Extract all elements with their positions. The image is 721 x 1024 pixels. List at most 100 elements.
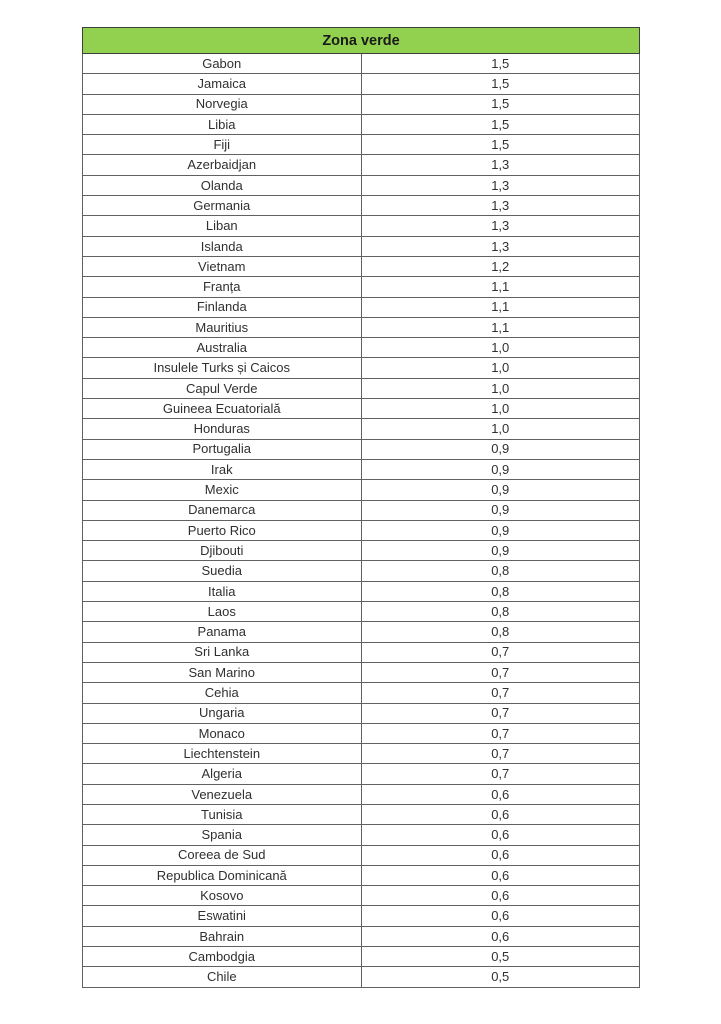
table-row: Guineea Ecuatorială 1,0	[82, 398, 640, 420]
table-row: Coreea de Sud 0,6	[82, 844, 640, 866]
country-cell: Republica Dominicană	[82, 864, 362, 887]
country-cell: Danemarca	[82, 499, 362, 521]
country-cell: Azerbaidjan	[82, 154, 362, 176]
value-cell: 0,6	[360, 864, 640, 887]
value-cell: 1,0	[360, 377, 640, 400]
country-cell: Australia	[82, 337, 362, 359]
value-cell: 0,9	[360, 438, 640, 460]
table-row: Norvegia 1,5	[82, 93, 640, 115]
value-cell: 0,8	[360, 580, 640, 603]
country-cell: Norvegia	[82, 93, 362, 115]
country-cell: Panama	[82, 621, 362, 643]
table-row: Honduras 1,0	[82, 418, 640, 440]
value-cell: 1,3	[360, 195, 640, 217]
value-cell: 0,7	[360, 682, 640, 704]
value-cell: 0,6	[360, 905, 640, 927]
country-cell: Algeria	[82, 763, 362, 785]
value-cell: 1,1	[360, 316, 640, 339]
table-row: Algeria 0,7	[82, 763, 640, 785]
country-cell: Finlanda	[82, 296, 362, 318]
country-cell: Cambodgia	[82, 946, 362, 968]
country-cell: Monaco	[82, 722, 362, 745]
table-row: Sri Lanka 0,7	[82, 641, 640, 663]
value-cell: 0,7	[360, 743, 640, 765]
zona-verde-table: Zona verde Gabon 1,5 Jamaica 1,5 Norvegia 1,5…	[82, 27, 640, 988]
table-row: Islanda 1,3	[82, 235, 640, 257]
table-row: Irak 0,9	[82, 458, 640, 481]
country-cell: Bahrain	[82, 925, 362, 948]
country-cell: Germania	[82, 195, 362, 217]
table-row: Tunisia 0,6	[82, 803, 640, 826]
country-cell: Kosovo	[82, 885, 362, 907]
value-cell: 1,1	[360, 296, 640, 318]
table-row: Libia 1,5	[82, 113, 640, 136]
value-cell: 0,7	[360, 641, 640, 663]
table-row: Gabon 1,5	[82, 52, 640, 75]
value-cell: 1,0	[360, 357, 640, 379]
table-row: Eswatini 0,6	[82, 905, 640, 927]
table-row: Insulele Turks și Caicos 1,0	[82, 357, 640, 379]
table-row: Liechtenstein 0,7	[82, 743, 640, 765]
country-cell: Vietnam	[82, 255, 362, 278]
country-cell: Gabon	[82, 52, 362, 75]
country-cell: San Marino	[82, 661, 362, 684]
country-cell: Liban	[82, 215, 362, 237]
table-row: Monaco 0,7	[82, 722, 640, 745]
value-cell: 1,0	[360, 337, 640, 359]
value-cell: 1,5	[360, 113, 640, 136]
value-cell: 0,7	[360, 661, 640, 684]
table-row: Azerbaidjan 1,3	[82, 154, 640, 176]
country-cell: Libia	[82, 113, 362, 136]
table-row: Laos 0,8	[82, 601, 640, 623]
country-cell: Insulele Turks și Caicos	[82, 357, 362, 379]
country-cell: Capul Verde	[82, 377, 362, 400]
country-cell: Venezuela	[82, 783, 362, 805]
value-cell: 0,9	[360, 540, 640, 562]
country-cell: Sri Lanka	[82, 641, 362, 663]
table-body: Gabon 1,5 Jamaica 1,5 Norvegia 1,5 Libia 1,5 Fij…	[82, 52, 640, 988]
value-cell: 0,5	[360, 946, 640, 968]
value-cell: 1,1	[360, 276, 640, 298]
table-row: Cambodgia 0,5	[82, 946, 640, 968]
country-cell: Italia	[82, 580, 362, 603]
country-cell: Mexic	[82, 479, 362, 501]
table-row: Finlanda 1,1	[82, 296, 640, 318]
table-row: Vietnam 1,2	[82, 255, 640, 278]
table-row: Australia 1,0	[82, 337, 640, 359]
table-row: Franța 1,1	[82, 276, 640, 298]
country-cell: Jamaica	[82, 73, 362, 95]
value-cell: 1,2	[360, 255, 640, 278]
table-row: Suedia 0,8	[82, 560, 640, 582]
value-cell: 0,8	[360, 560, 640, 582]
country-cell: Ungaria	[82, 702, 362, 724]
value-cell: 0,7	[360, 702, 640, 724]
table-row: Fiji 1,5	[82, 134, 640, 156]
value-cell: 1,5	[360, 93, 640, 115]
value-cell: 0,6	[360, 803, 640, 826]
value-cell: 0,9	[360, 499, 640, 521]
table-row: Venezuela 0,6	[82, 783, 640, 805]
table-row: Republica Dominicană 0,6	[82, 864, 640, 887]
table-row: Spania 0,6	[82, 824, 640, 846]
country-cell: Spania	[82, 824, 362, 846]
value-cell: 1,5	[360, 52, 640, 75]
table-row: Danemarca 0,9	[82, 499, 640, 521]
value-cell: 1,5	[360, 73, 640, 95]
value-cell: 1,3	[360, 154, 640, 176]
country-cell: Olanda	[82, 174, 362, 197]
table-row: Ungaria 0,7	[82, 702, 640, 724]
value-cell: 0,9	[360, 479, 640, 501]
value-cell: 0,6	[360, 783, 640, 805]
value-cell: 1,0	[360, 398, 640, 420]
country-cell: Eswatini	[82, 905, 362, 927]
table-row: Cehia 0,7	[82, 682, 640, 704]
country-cell: Chile	[82, 966, 362, 988]
country-cell: Irak	[82, 458, 362, 481]
table-row: Jamaica 1,5	[82, 73, 640, 95]
value-cell: 1,3	[360, 235, 640, 257]
table-row: Mexic 0,9	[82, 479, 640, 501]
table-row: Olanda 1,3	[82, 174, 640, 197]
table-header-row: Zona verde	[82, 27, 640, 54]
value-cell: 0,5	[360, 966, 640, 988]
